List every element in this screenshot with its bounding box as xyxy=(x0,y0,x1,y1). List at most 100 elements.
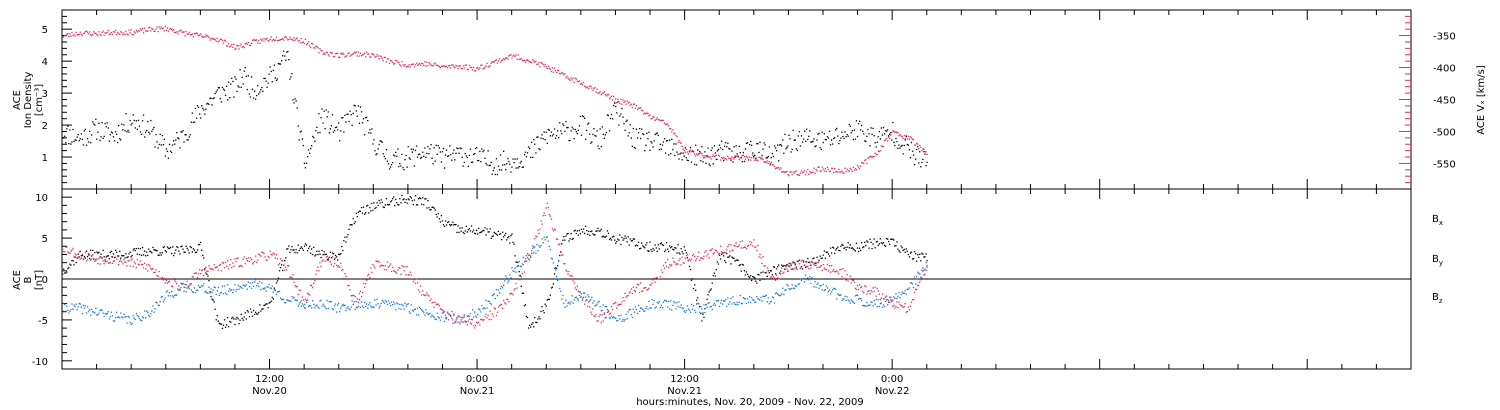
bx-point xyxy=(523,305,526,307)
by-point xyxy=(432,315,434,317)
bx-point xyxy=(489,228,491,230)
density-point xyxy=(584,117,586,119)
vx-point xyxy=(874,152,876,154)
vx-point xyxy=(254,39,256,41)
by-point xyxy=(657,302,659,304)
by-point xyxy=(913,276,916,278)
bx-point xyxy=(704,308,706,310)
bx-point xyxy=(762,271,764,273)
bx-point xyxy=(623,237,625,240)
vx-point xyxy=(606,94,609,96)
bz-point xyxy=(260,255,262,257)
density-point xyxy=(424,147,426,149)
bottom-left-label-line1: ACE xyxy=(12,270,23,290)
density-point xyxy=(814,145,816,148)
density-point xyxy=(567,126,569,129)
vx-point xyxy=(782,171,784,173)
density-point xyxy=(340,130,342,132)
bx-point xyxy=(423,204,425,206)
bz-point xyxy=(296,285,298,287)
vx-point xyxy=(105,32,107,34)
by-point xyxy=(737,304,739,306)
vx-point xyxy=(544,63,546,66)
vx-point xyxy=(679,141,681,144)
bx-point xyxy=(151,252,153,254)
by-point xyxy=(368,304,370,306)
vx-point xyxy=(72,35,74,37)
bz-point xyxy=(387,266,390,268)
bx-point xyxy=(317,253,319,256)
by-point xyxy=(179,289,181,291)
vx-point xyxy=(922,148,924,150)
vx-point xyxy=(917,143,919,145)
vx-point xyxy=(404,64,406,66)
density-point xyxy=(188,136,190,138)
bz-point xyxy=(186,280,188,282)
density-point xyxy=(438,147,440,149)
vx-point xyxy=(710,158,712,160)
bx-point xyxy=(91,255,93,257)
by-point xyxy=(804,281,806,283)
bx-point xyxy=(617,238,619,240)
bx-point xyxy=(608,238,611,241)
vx-point xyxy=(896,131,898,134)
by-point xyxy=(629,308,631,310)
by-point xyxy=(299,301,301,303)
bz-point xyxy=(443,311,446,313)
bz-point xyxy=(106,260,108,262)
density-point xyxy=(719,147,722,149)
density-point xyxy=(815,145,817,147)
bz-point xyxy=(827,270,830,272)
density-point xyxy=(685,157,687,159)
bz-point xyxy=(794,262,796,264)
bx-point xyxy=(168,247,171,250)
density-point xyxy=(212,98,214,100)
bx-point xyxy=(579,233,582,235)
bz-point xyxy=(238,265,240,268)
vx-point xyxy=(612,99,614,101)
bz-point xyxy=(676,262,678,265)
bx-point xyxy=(166,246,169,248)
bx-point xyxy=(374,207,376,210)
bz-point xyxy=(426,292,428,294)
bx-point xyxy=(99,256,101,258)
vx-point xyxy=(557,69,559,71)
density-point xyxy=(125,113,127,115)
bz-point xyxy=(266,259,268,261)
bx-point xyxy=(852,248,854,250)
bz-point xyxy=(322,259,324,261)
density-point xyxy=(700,160,702,162)
vx-point xyxy=(747,158,750,161)
bz-point xyxy=(259,254,261,256)
bz-point xyxy=(77,256,79,258)
by-point xyxy=(447,312,449,314)
bx-point xyxy=(322,254,324,256)
bz-point xyxy=(574,287,576,289)
density-point xyxy=(521,166,523,168)
by-point xyxy=(319,300,321,302)
vx-point xyxy=(276,39,279,42)
vx-point xyxy=(439,67,441,69)
by-point xyxy=(573,299,575,301)
density-point xyxy=(269,66,271,68)
bx-point xyxy=(471,231,474,233)
bx-point xyxy=(238,323,240,325)
top-right-tick-label: -400 xyxy=(1433,64,1456,75)
density-point xyxy=(301,138,303,140)
by-point xyxy=(883,305,886,308)
bz-point xyxy=(791,262,793,264)
by-point xyxy=(132,315,134,317)
bx-point xyxy=(404,201,406,203)
density-point xyxy=(480,161,482,163)
by-point xyxy=(294,299,296,301)
vx-point xyxy=(672,129,674,131)
by-point xyxy=(561,298,563,300)
by-point xyxy=(423,311,425,313)
bx-point xyxy=(359,210,362,212)
density-point xyxy=(140,133,143,135)
vx-point xyxy=(794,171,796,173)
bx-point xyxy=(385,198,388,200)
by-point xyxy=(309,304,311,307)
bx-point xyxy=(214,308,216,310)
vx-point xyxy=(770,161,772,163)
